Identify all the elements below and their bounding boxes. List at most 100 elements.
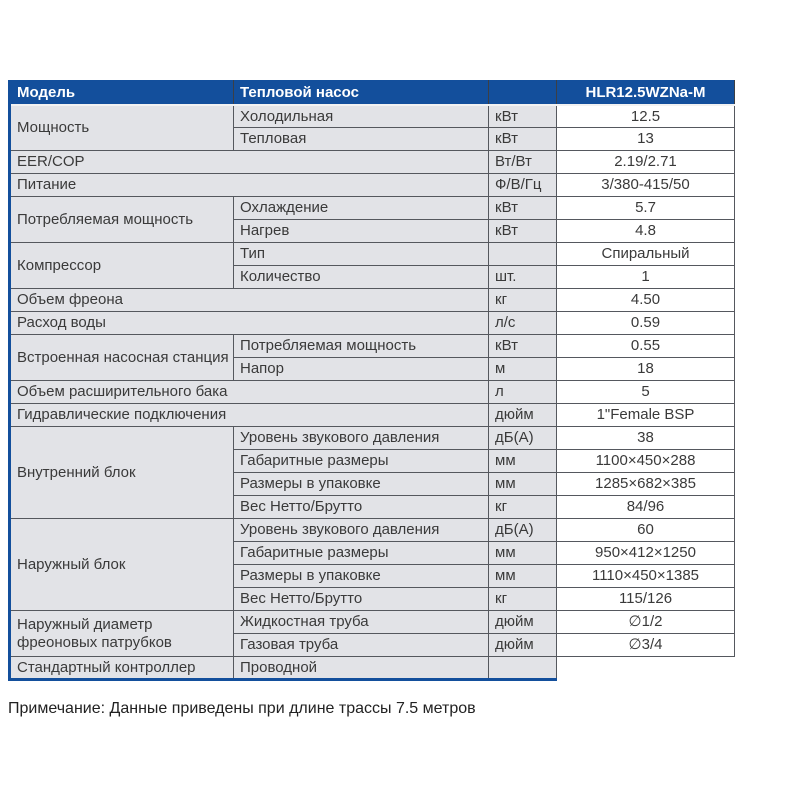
footnote: Примечание: Данные приведены при длине т… (8, 700, 476, 717)
spec-group-cell: Стандартный контроллер (9, 656, 234, 681)
table-row: Габаритные размеры мм 1100×450×288 (10, 449, 735, 473)
spec-value-cell: 12.5 (556, 104, 735, 128)
spec-unit-cell (488, 242, 557, 266)
spec-param-cell: Тепловая (233, 127, 489, 151)
table-row: Размеры в упаковке мм 1285×682×385 (10, 472, 735, 496)
spec-unit-cell: кг (488, 495, 557, 519)
spec-param-cell: Потребляемая мощность (233, 334, 489, 358)
table-row: Гидравлические подключения дюйм 1"Female… (9, 403, 735, 427)
spec-group-cell: Потребляемая мощность (9, 196, 234, 243)
spec-param-cell: Холодильная (233, 104, 489, 128)
spec-unit-cell: мм (488, 541, 557, 565)
spec-param-cell: Охлаждение (233, 196, 489, 220)
spec-group-cell: Встроенная насосная станция (9, 334, 234, 381)
spec-unit-cell: кВт (488, 104, 557, 128)
spec-param-cell: Вес Нетто/Брутто (233, 495, 489, 519)
spec-group-cell: Наружный блок (9, 518, 234, 611)
spec-unit-cell: дюйм (488, 403, 557, 427)
spec-value-cell: 5 (556, 380, 735, 404)
header-unit-column (488, 80, 557, 106)
table-row: Объем фреона кг 4.50 (9, 288, 735, 312)
spec-unit-cell: л (488, 380, 557, 404)
spec-unit-cell: кВт (488, 219, 557, 243)
spec-param-cell: Количество (233, 265, 489, 289)
spec-param-cell: Габаритные размеры (233, 541, 489, 565)
header-model-label: Модель (9, 80, 234, 106)
spec-value-cell: 1 (556, 265, 735, 289)
spec-unit-cell: дБ(А) (488, 426, 557, 450)
spec-value-cell: 0.59 (556, 311, 735, 335)
header-row: Модель Тепловой насос HLR12.5WZNa-M (9, 80, 735, 106)
spec-unit-cell: кВт (488, 334, 557, 358)
table-row: Размеры в упаковке мм 1110×450×1385 (10, 564, 735, 588)
spec-param-cell: Размеры в упаковке (233, 564, 489, 588)
spec-group-cell: Питание (9, 173, 489, 197)
spec-value-cell: 4.8 (556, 219, 735, 243)
table-row: Мощность Холодильная кВт 12.5 (9, 104, 735, 151)
spec-unit-cell: дюйм (488, 633, 557, 657)
header-heat-pump-label: Тепловой насос (233, 80, 489, 106)
spec-unit-cell: дБ(А) (488, 518, 557, 542)
spec-group-cell: Мощность (9, 104, 234, 151)
spec-param-cell: Нагрев (233, 219, 489, 243)
empty-cell (556, 656, 735, 680)
table-row: EER/COP Вт/Вт 2.19/2.71 (9, 150, 735, 174)
spec-value-cell: 1"Female BSP (556, 403, 735, 427)
spec-group-cell: EER/COP (9, 150, 489, 174)
spec-group-cell: Компрессор (9, 242, 234, 289)
table-row: Наружный диаметр фреоновых патрубков Жид… (9, 610, 735, 657)
table-row: Тепловая кВт 13 (10, 127, 735, 151)
spec-group-cell: Объем фреона (9, 288, 489, 312)
spec-param-cell: Жидкостная труба (233, 610, 489, 634)
spec-table-container: Модель Тепловой насос HLR12.5WZNa-M Мощн… (8, 80, 735, 681)
spec-value-cell: Спиральный (556, 242, 735, 266)
spec-value-cell: 1285×682×385 (556, 472, 735, 496)
spec-value-cell: ∅1/2 (556, 610, 735, 634)
table-row: Габаритные размеры мм 950×412×1250 (10, 541, 735, 565)
spec-param-cell: Уровень звукового давления (233, 518, 489, 542)
spec-group-cell: Гидравлические подключения (9, 403, 489, 427)
spec-unit-cell: дюйм (488, 610, 557, 634)
table-row: Количество шт. 1 (10, 265, 735, 289)
spec-unit-cell: мм (488, 449, 557, 473)
spec-unit-cell: кВт (488, 127, 557, 151)
spec-value-cell: 84/96 (556, 495, 735, 519)
spec-value-cell: 5.7 (556, 196, 735, 220)
spec-unit-cell: мм (488, 564, 557, 588)
spec-param-cell: Тип (233, 242, 489, 266)
table-row: Компрессор Тип Спиральный (9, 242, 735, 289)
table-row: Вес Нетто/Брутто кг 115/126 (10, 587, 735, 611)
spec-unit-cell: кВт (488, 196, 557, 220)
spec-value-cell: 4.50 (556, 288, 735, 312)
spec-unit-cell: кг (488, 587, 557, 611)
spec-param-cell: Вес Нетто/Брутто (233, 587, 489, 611)
spec-unit-cell: кг (488, 288, 557, 312)
spec-group-cell: Наружный диаметр фреоновых патрубков (9, 610, 234, 657)
spec-value-cell: 115/126 (556, 587, 735, 611)
spec-value-cell: 3/380-415/50 (556, 173, 735, 197)
spec-value-cell: 0.55 (556, 334, 735, 358)
spec-group-cell: Внутренний блок (9, 426, 234, 519)
spec-param-cell: Габаритные размеры (233, 449, 489, 473)
spec-param-cell: Уровень звукового давления (233, 426, 489, 450)
spec-unit-cell: шт. (488, 265, 557, 289)
spec-value-cell: 950×412×1250 (556, 541, 735, 565)
spec-group-cell: Расход воды (9, 311, 489, 335)
spec-value-cell: 60 (556, 518, 735, 542)
spec-param-cell: Проводной (233, 656, 489, 681)
spec-unit-cell: Ф/В/Гц (488, 173, 557, 197)
spec-param-cell: Газовая труба (233, 633, 489, 657)
spec-value-cell: 13 (556, 127, 735, 151)
spec-unit-cell: м (488, 357, 557, 381)
table-row: Объем расширительного бака л 5 (9, 380, 735, 404)
spec-param-cell: Напор (233, 357, 489, 381)
spec-value-cell: 2.19/2.71 (556, 150, 735, 174)
spec-unit-cell: Вт/Вт (488, 150, 557, 174)
spec-value-cell: 1100×450×288 (556, 449, 735, 473)
table-row: Встроенная насосная станция Потребляемая… (9, 334, 735, 381)
spec-group-cell: Объем расширительного бака (9, 380, 489, 404)
table-row: Питание Ф/В/Гц 3/380-415/50 (9, 173, 735, 197)
table-row: Внутренний блок Уровень звукового давлен… (9, 426, 735, 519)
spec-value-cell: 1110×450×1385 (556, 564, 735, 588)
table-row: Наружный блок Уровень звукового давления… (9, 518, 735, 611)
